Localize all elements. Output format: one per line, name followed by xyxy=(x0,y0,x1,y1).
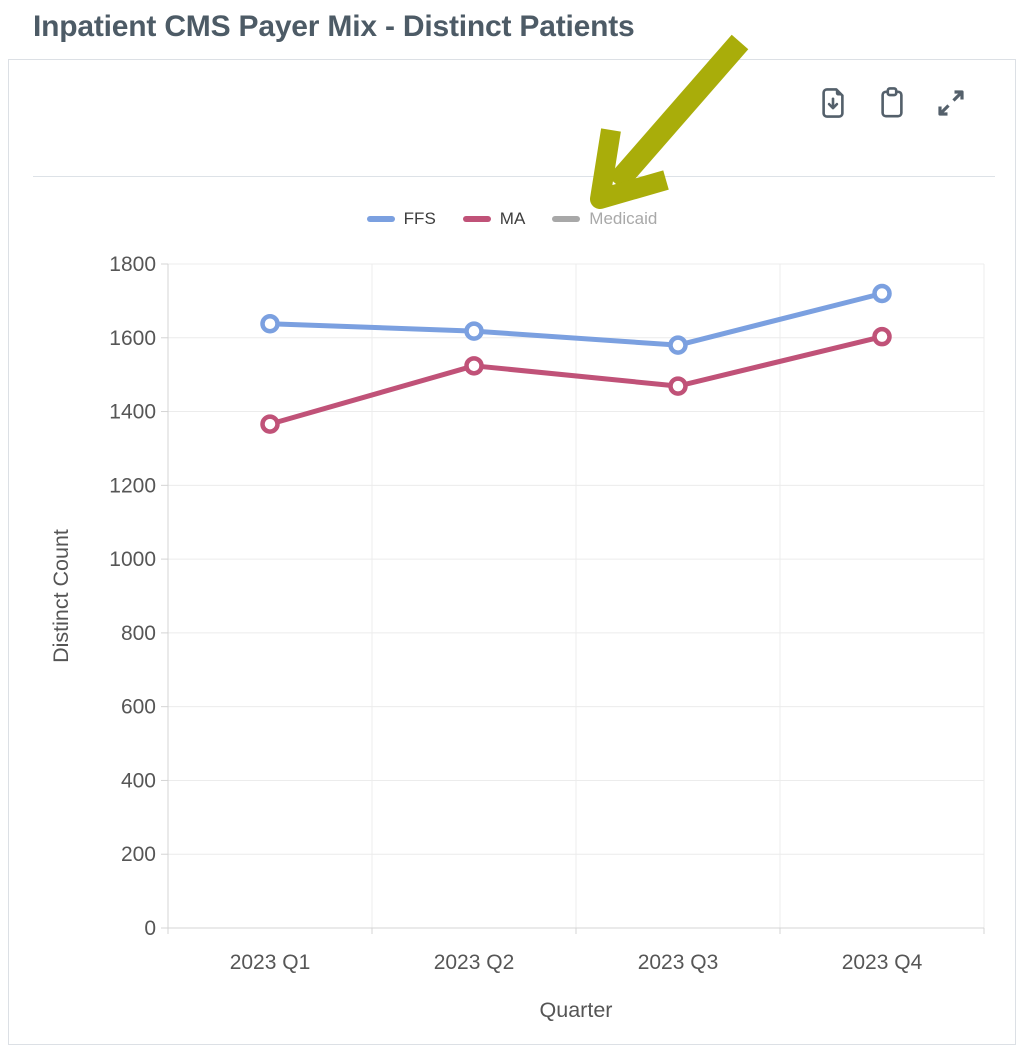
axes xyxy=(161,263,985,934)
x-tick-label: 2023 Q4 xyxy=(842,951,923,974)
chart-toolbar xyxy=(816,84,968,122)
series-ffs xyxy=(260,283,892,355)
series-line xyxy=(267,291,885,348)
gridlines xyxy=(168,263,985,928)
chart-legend: FFS MA Medicaid xyxy=(0,206,1024,232)
series-ma xyxy=(260,326,892,434)
data-point-ffs-2023-q1[interactable] xyxy=(260,314,280,334)
legend-marker-ma xyxy=(462,216,491,222)
y-tick-label: 400 xyxy=(121,769,156,792)
tick-labels: 0 200 400 600 800 1000 1200 1400 1600 1800 2023 Q1… xyxy=(49,253,923,1022)
x-tick-label: 2023 Q2 xyxy=(434,951,515,974)
data-point-ma-2023-q2[interactable] xyxy=(464,356,484,376)
x-axis-title: Quarter xyxy=(540,998,613,1022)
y-axis-title: Distinct Count xyxy=(49,529,73,663)
download-button[interactable] xyxy=(816,84,850,122)
legend-label: MA xyxy=(499,209,526,228)
toolbar-divider xyxy=(33,176,995,177)
expand-button[interactable] xyxy=(934,84,968,122)
legend-item-medicaid[interactable]: Medicaid xyxy=(552,209,657,229)
expand-icon xyxy=(938,90,964,116)
y-tick-label: 1600 xyxy=(109,327,156,350)
data-point-ffs-2023-q2[interactable] xyxy=(464,321,484,341)
data-point-ma-2023-q1[interactable] xyxy=(260,414,280,434)
x-tick-label: 2023 Q1 xyxy=(230,951,311,974)
y-tick-label: 800 xyxy=(121,622,156,645)
chart-card xyxy=(8,59,1016,1045)
y-tick-label: 0 xyxy=(144,917,156,940)
data-point-ffs-2023-q4[interactable] xyxy=(872,283,892,304)
y-tick-label: 1400 xyxy=(109,401,156,424)
page-title: Inpatient CMS Payer Mix - Distinct Patie… xyxy=(33,10,635,43)
legend-label: FFS xyxy=(403,209,436,228)
x-tick-label: 2023 Q3 xyxy=(638,951,719,974)
file-download-icon xyxy=(822,88,844,118)
legend-marker-medicaid xyxy=(552,216,581,222)
data-point-ma-2023-q4[interactable] xyxy=(872,326,892,347)
legend-label: Medicaid xyxy=(589,209,658,228)
y-tick-label: 1200 xyxy=(109,474,156,497)
y-tick-label: 1000 xyxy=(109,548,156,571)
data-point-ma-2023-q3[interactable] xyxy=(668,376,688,396)
legend-marker-ffs xyxy=(366,216,395,222)
copy-button[interactable] xyxy=(875,84,909,122)
legend-item-ma[interactable]: MA xyxy=(462,209,526,229)
y-tick-label: 200 xyxy=(121,843,156,866)
y-tick-label: 1800 xyxy=(109,253,156,276)
y-tick-label: 600 xyxy=(121,696,156,719)
legend-item-ffs[interactable]: FFS xyxy=(366,209,436,229)
data-point-ffs-2023-q3[interactable] xyxy=(668,335,688,355)
series-line xyxy=(267,334,885,427)
clipboard-icon xyxy=(881,87,903,118)
